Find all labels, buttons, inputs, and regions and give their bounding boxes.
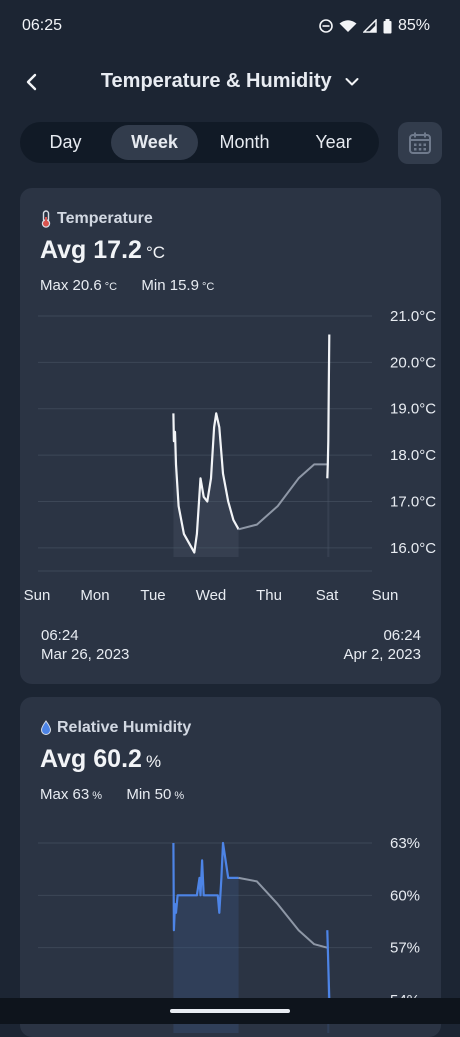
humidity-min-max: Max 63% Min 50% bbox=[40, 786, 184, 803]
y-tick-label: 16.0°C bbox=[390, 540, 436, 557]
battery-level: 85% bbox=[397, 17, 430, 34]
avg-value: 60.2 bbox=[93, 745, 142, 773]
max-label: Max bbox=[40, 786, 69, 803]
wifi-icon bbox=[339, 20, 357, 32]
humidity-card[interactable]: Relative Humidity Avg 60.2% Max 63% Min … bbox=[20, 697, 441, 1037]
calendar-icon bbox=[409, 132, 431, 154]
y-tick-label: 18.0°C bbox=[390, 447, 436, 464]
x-tick-label: Thu bbox=[256, 587, 282, 602]
gesture-nav-bar bbox=[0, 998, 460, 1024]
thermometer-icon bbox=[41, 210, 51, 228]
do-not-disturb-icon bbox=[319, 19, 333, 33]
status-bar: 06:25 85% bbox=[0, 0, 460, 56]
y-tick-label: 21.0°C bbox=[390, 308, 436, 325]
interpolated-line bbox=[238, 463, 328, 531]
range-start: 06:24 Mar 26, 2023 bbox=[41, 626, 129, 664]
max-unit: % bbox=[92, 790, 102, 802]
start-date: Mar 26, 2023 bbox=[41, 646, 130, 663]
tab-year[interactable]: Year bbox=[315, 132, 352, 152]
calendar-button[interactable] bbox=[398, 122, 442, 164]
max-value: 20.6 bbox=[72, 277, 102, 294]
max-unit: °C bbox=[104, 281, 118, 293]
series-line bbox=[326, 334, 331, 479]
y-tick-label: 57% bbox=[390, 940, 420, 957]
series-area bbox=[173, 843, 239, 1033]
x-tick-label: Sat bbox=[316, 587, 339, 602]
avg-value: 17.2 bbox=[93, 236, 142, 264]
tab-month[interactable]: Month bbox=[219, 132, 270, 152]
tab-week[interactable]: Week bbox=[111, 125, 198, 160]
home-handle[interactable] bbox=[170, 1009, 290, 1013]
y-tick-label: 19.0°C bbox=[390, 401, 436, 418]
series-line bbox=[172, 841, 239, 932]
avg-prefix: Avg bbox=[40, 745, 87, 773]
min-label: Min bbox=[141, 277, 166, 294]
page-title-dropdown[interactable]: Temperature & Humidity bbox=[0, 70, 460, 93]
avg-prefix: Avg bbox=[40, 236, 87, 264]
max-label: Max bbox=[40, 277, 69, 294]
range-end: 06:24 Apr 2, 2023 bbox=[343, 626, 421, 664]
min-value: 15.9 bbox=[169, 277, 199, 294]
temperature-min-max: Max 20.6 °C Min 15.9 °C bbox=[40, 277, 214, 294]
y-tick-label: 63% bbox=[390, 835, 420, 852]
x-tick-label: Sun bbox=[372, 587, 399, 602]
max-value: 63 bbox=[72, 786, 90, 803]
page-title: Temperature & Humidity bbox=[100, 70, 332, 92]
range-selector: Day Week Month Year bbox=[20, 122, 379, 163]
cell-signal-icon bbox=[362, 19, 377, 33]
min-label: Min bbox=[126, 786, 151, 803]
water-drop-icon bbox=[40, 720, 52, 735]
temperature-label: Temperature bbox=[40, 210, 153, 228]
humidity-average: Avg 60.2% bbox=[40, 745, 161, 774]
series-area bbox=[173, 413, 239, 557]
x-tick-label: Tue bbox=[140, 587, 165, 602]
min-unit: °C bbox=[201, 281, 215, 293]
y-tick-label: 17.0°C bbox=[390, 493, 436, 510]
battery-icon bbox=[383, 18, 392, 33]
chevron-down-icon bbox=[345, 77, 359, 86]
min-unit: % bbox=[174, 790, 185, 802]
tab-day[interactable]: Day bbox=[49, 132, 82, 152]
interpolated-line bbox=[238, 876, 328, 949]
end-date: Apr 2, 2023 bbox=[343, 646, 421, 663]
status-time: 06:25 bbox=[22, 17, 63, 34]
temperature-average: Avg 17.2 °C bbox=[40, 236, 165, 265]
x-tick-label: Wed bbox=[196, 587, 227, 602]
start-time: 06:24 bbox=[41, 627, 79, 644]
temperature-card[interactable]: Temperature Avg 17.2 °C Max 20.6 °C Min 15… bbox=[20, 188, 441, 684]
y-tick-label: 60% bbox=[390, 887, 420, 904]
back-arrow-icon[interactable] bbox=[18, 68, 48, 98]
series-line bbox=[326, 930, 331, 1001]
x-tick-label: Sun bbox=[24, 587, 51, 602]
avg-unit: % bbox=[145, 752, 162, 771]
x-tick-label: Mon bbox=[80, 587, 109, 602]
y-tick-label: 20.0°C bbox=[390, 354, 436, 371]
min-value: 50 bbox=[154, 786, 172, 803]
humidity-label: Relative Humidity bbox=[40, 719, 191, 737]
temperature-chart[interactable]: 21.0°C 20.0°C 19.0°C 18.0°C 17.0°C 16.0°C Sun M… bbox=[20, 302, 441, 602]
humidity-chart[interactable]: 63%60%57%54% bbox=[20, 833, 441, 1033]
series-line bbox=[172, 412, 240, 554]
avg-unit: °C bbox=[145, 243, 166, 262]
status-icons: 85% bbox=[319, 17, 430, 35]
end-time: 06:24 bbox=[383, 627, 421, 644]
app-header: Temperature & Humidity bbox=[0, 56, 460, 112]
